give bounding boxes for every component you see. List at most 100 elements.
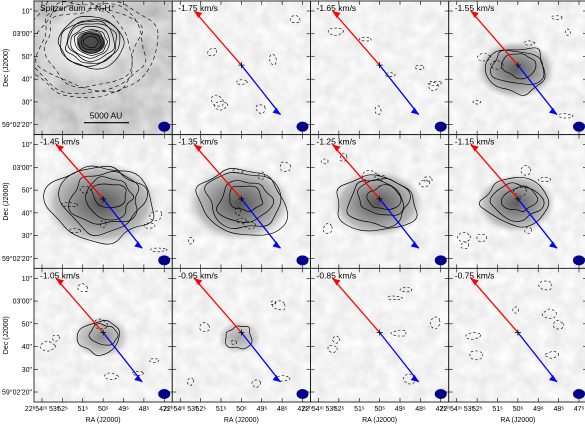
negative-contour	[524, 226, 532, 234]
x-tick-label: 22ʰ54ᵐ 53ˢ	[440, 406, 475, 413]
negative-contour	[61, 202, 78, 207]
x-tick-label: 50ˢ	[98, 406, 109, 413]
y-tick-label: 59°02'20"	[2, 389, 32, 397]
beam-ellipse	[158, 255, 171, 266]
negative-contour	[150, 247, 168, 253]
contour	[81, 33, 102, 51]
y-axis-label: Dec (J2000)	[3, 49, 10, 87]
redshifted-outflow-arrow	[193, 144, 242, 200]
negative-contour	[490, 60, 504, 70]
negative-contour	[231, 169, 244, 174]
y-tick-label: 30"	[22, 367, 33, 374]
negative-contour	[230, 339, 237, 345]
beam-ellipse	[296, 121, 309, 132]
y-tick-label: 59°02'20"	[2, 255, 32, 263]
blueshifted-outflow-arrow	[102, 332, 143, 383]
negative-contour	[235, 206, 241, 216]
negative-contour	[512, 306, 519, 314]
blueshifted-outflow-arrow	[517, 332, 558, 383]
contour	[500, 53, 537, 80]
contour	[85, 176, 134, 221]
negative-contour	[211, 94, 224, 107]
beam-ellipse	[296, 255, 309, 266]
y-tick-label: 03'00"	[13, 299, 33, 306]
redshifted-outflow-arrow	[332, 144, 381, 200]
negative-contour	[403, 373, 416, 385]
x-tick-label: 49ˢ	[118, 406, 129, 413]
beam-ellipse	[434, 121, 447, 132]
negative-contour	[537, 176, 551, 182]
y-axis-label: Dec (J2000)	[3, 182, 10, 220]
blueshifted-outflow-arrow	[240, 64, 282, 116]
x-tick-label: 22ʰ54ᵐ 53ˢ	[163, 406, 198, 413]
contour	[91, 183, 127, 209]
negative-contour	[100, 220, 107, 228]
negative-contour	[149, 210, 163, 221]
x-tick-label: 49ˢ	[533, 406, 544, 413]
negative-contour	[520, 165, 531, 176]
x-tick-label: 50ˢ	[236, 406, 247, 413]
channel-velocity-label: -1.25 km/s	[317, 137, 357, 147]
x-axis-label: RA (J2000)	[86, 417, 121, 424]
contour	[65, 20, 117, 64]
negative-contour	[430, 316, 441, 330]
x-axis-label: RA (J2000)	[362, 417, 397, 424]
negative-contour	[558, 113, 574, 119]
y-tick-label: 03'00"	[13, 31, 33, 38]
contour	[484, 47, 546, 96]
negative-contour	[39, 341, 56, 352]
negative-contour	[541, 308, 558, 319]
negative-contour	[460, 241, 470, 249]
negative-contour	[187, 377, 194, 386]
x-tick-label: 22ʰ54ᵐ 53ˢ	[301, 406, 336, 413]
contour	[67, 23, 115, 62]
x-tick-label: 50ˢ	[513, 406, 524, 413]
negative-contour	[255, 104, 266, 114]
channel-panel: -1.55 km/s	[448, 0, 585, 136]
negative-contour	[414, 64, 425, 70]
blueshifted-outflow-arrow	[379, 64, 420, 116]
y-tick-label: 50"	[22, 54, 33, 61]
negative-contour	[34, 1, 147, 94]
negative-contour	[271, 300, 286, 311]
y-tick-label: 10"	[22, 9, 33, 16]
contour	[43, 165, 155, 245]
negative-contour	[524, 40, 536, 46]
channel-panel: -1.25 km/s	[310, 134, 450, 269]
channel-panel: -1.75 km/s	[171, 0, 311, 136]
blueshifted-outflow-arrow	[379, 332, 420, 383]
contour	[58, 165, 148, 236]
y-tick-label: 10"	[22, 276, 33, 283]
blueshifted-outflow-arrow	[379, 198, 420, 249]
negative-contour	[199, 322, 210, 332]
channel-velocity-label: -1.65 km/s	[317, 3, 357, 13]
x-tick-label: 51ˢ	[354, 406, 365, 413]
x-tick-label: 52ˢ	[196, 406, 207, 413]
beam-ellipse	[296, 389, 309, 400]
channel-velocity-label: -1.35 km/s	[178, 137, 218, 147]
negative-contour	[469, 350, 484, 361]
negative-contour	[131, 370, 144, 376]
negative-contour	[564, 28, 572, 36]
negative-contour	[322, 222, 333, 234]
negative-contour	[207, 48, 217, 57]
negative-contour	[538, 280, 552, 291]
channel-panel: -0.85 km/s	[310, 267, 450, 403]
channel-velocity-label: -0.75 km/s	[455, 270, 495, 280]
contour	[73, 29, 108, 56]
contour	[225, 325, 253, 350]
beam-ellipse	[573, 389, 585, 400]
channel-velocity-label: -1.45 km/s	[40, 137, 80, 147]
contour	[204, 172, 282, 229]
negative-contour	[332, 335, 340, 344]
x-tick-label: 52ˢ	[334, 406, 345, 413]
contour	[489, 182, 545, 222]
negative-contour	[290, 15, 301, 23]
x-tick-label: 48ˢ	[554, 406, 565, 413]
contour	[76, 319, 120, 356]
redshifted-outflow-arrow	[332, 10, 381, 66]
negative-contour	[339, 152, 348, 162]
negative-contour	[428, 82, 439, 91]
x-tick-label: 51ˢ	[492, 406, 503, 413]
negative-contour	[477, 52, 492, 62]
